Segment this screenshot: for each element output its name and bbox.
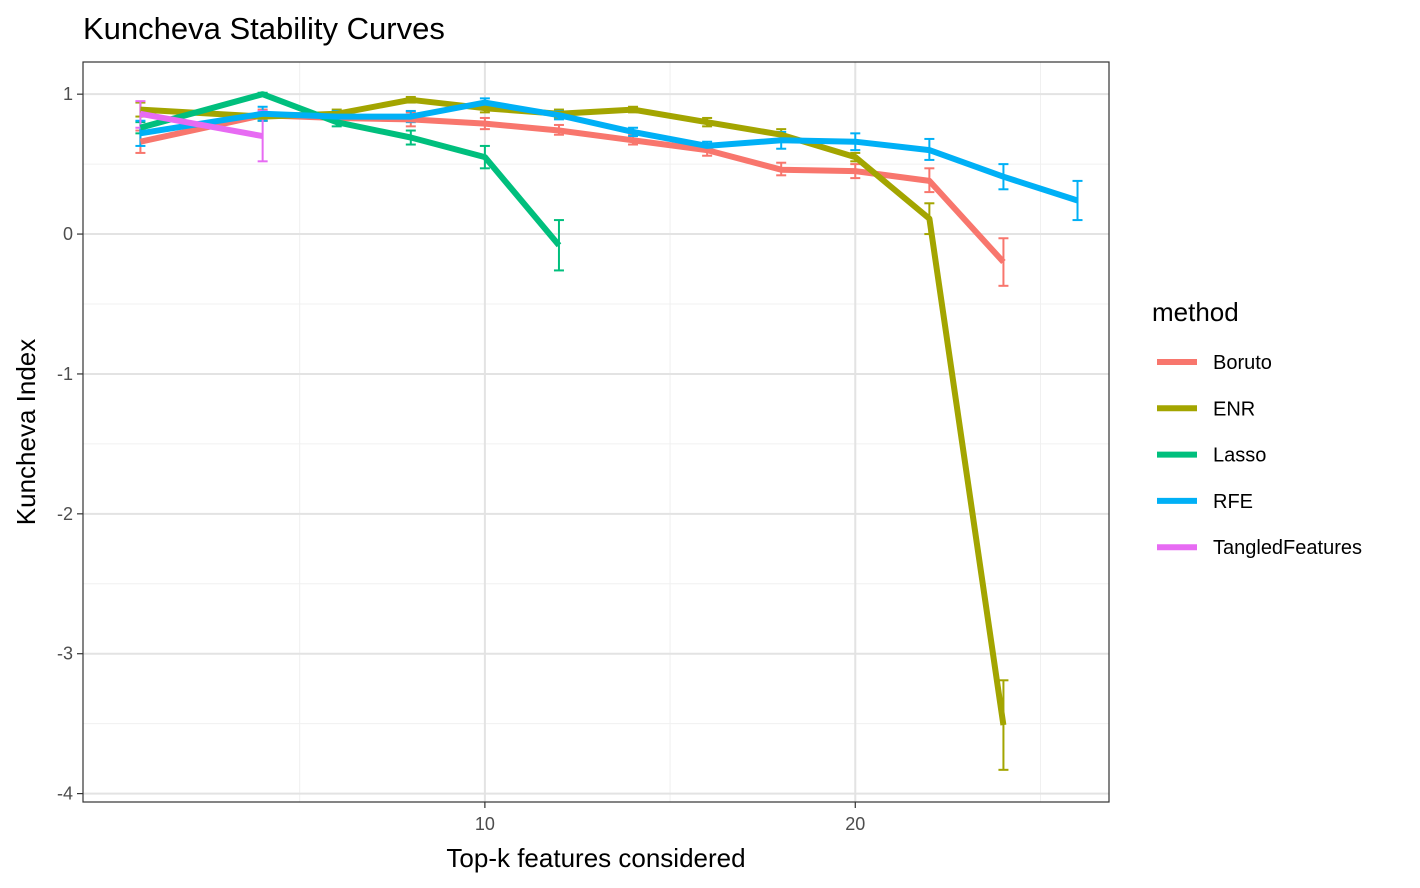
legend-label-tangledfeatures: TangledFeatures: [1213, 537, 1362, 559]
legend: method Boruto ENR Lasso RFE TangledFeatures: [1152, 297, 1362, 559]
series-lines: [139, 91, 1079, 726]
y-tick-label: -4: [57, 784, 73, 804]
error-bar-boruto: [998, 237, 1009, 287]
grid: [83, 62, 1109, 802]
y-tick-label: 0: [63, 224, 73, 244]
y-tick-label: 1: [63, 84, 73, 104]
y-axis-title: Kuncheva Index: [11, 339, 41, 525]
legend-label-rfe: RFE: [1213, 491, 1253, 513]
series-line-rfe: [139, 99, 1079, 204]
chart-title: Kuncheva Stability Curves: [83, 11, 445, 46]
x-tick-label: 10: [475, 814, 495, 834]
legend-item-rfe: RFE: [1157, 491, 1253, 513]
plot-panel: [83, 62, 1109, 802]
y-tick-label: -1: [57, 364, 73, 384]
x-tick-label: 20: [845, 814, 865, 834]
y-axis: 1 0 -1 -2 -3 -4: [57, 84, 83, 804]
series-line-lasso: [139, 91, 562, 248]
legend-label-lasso: Lasso: [1213, 445, 1266, 467]
error-bar-rfe: [1072, 179, 1083, 222]
legend-label-enr: ENR: [1213, 398, 1255, 420]
legend-item-lasso: Lasso: [1157, 445, 1266, 467]
plot-border: [82, 61, 1110, 803]
legend-label-boruto: Boruto: [1213, 352, 1272, 374]
legend-item-tangledfeatures: TangledFeatures: [1157, 537, 1362, 559]
series-line-tangledfeatures: [139, 110, 264, 140]
y-tick-label: -2: [57, 504, 73, 524]
x-axis: 10 20: [475, 802, 865, 834]
legend-title: method: [1152, 297, 1239, 327]
y-tick-label: -3: [57, 644, 73, 664]
x-axis-title: Top-k features considered: [446, 843, 745, 873]
legend-item-boruto: Boruto: [1157, 352, 1272, 374]
legend-item-enr: ENR: [1157, 398, 1255, 420]
